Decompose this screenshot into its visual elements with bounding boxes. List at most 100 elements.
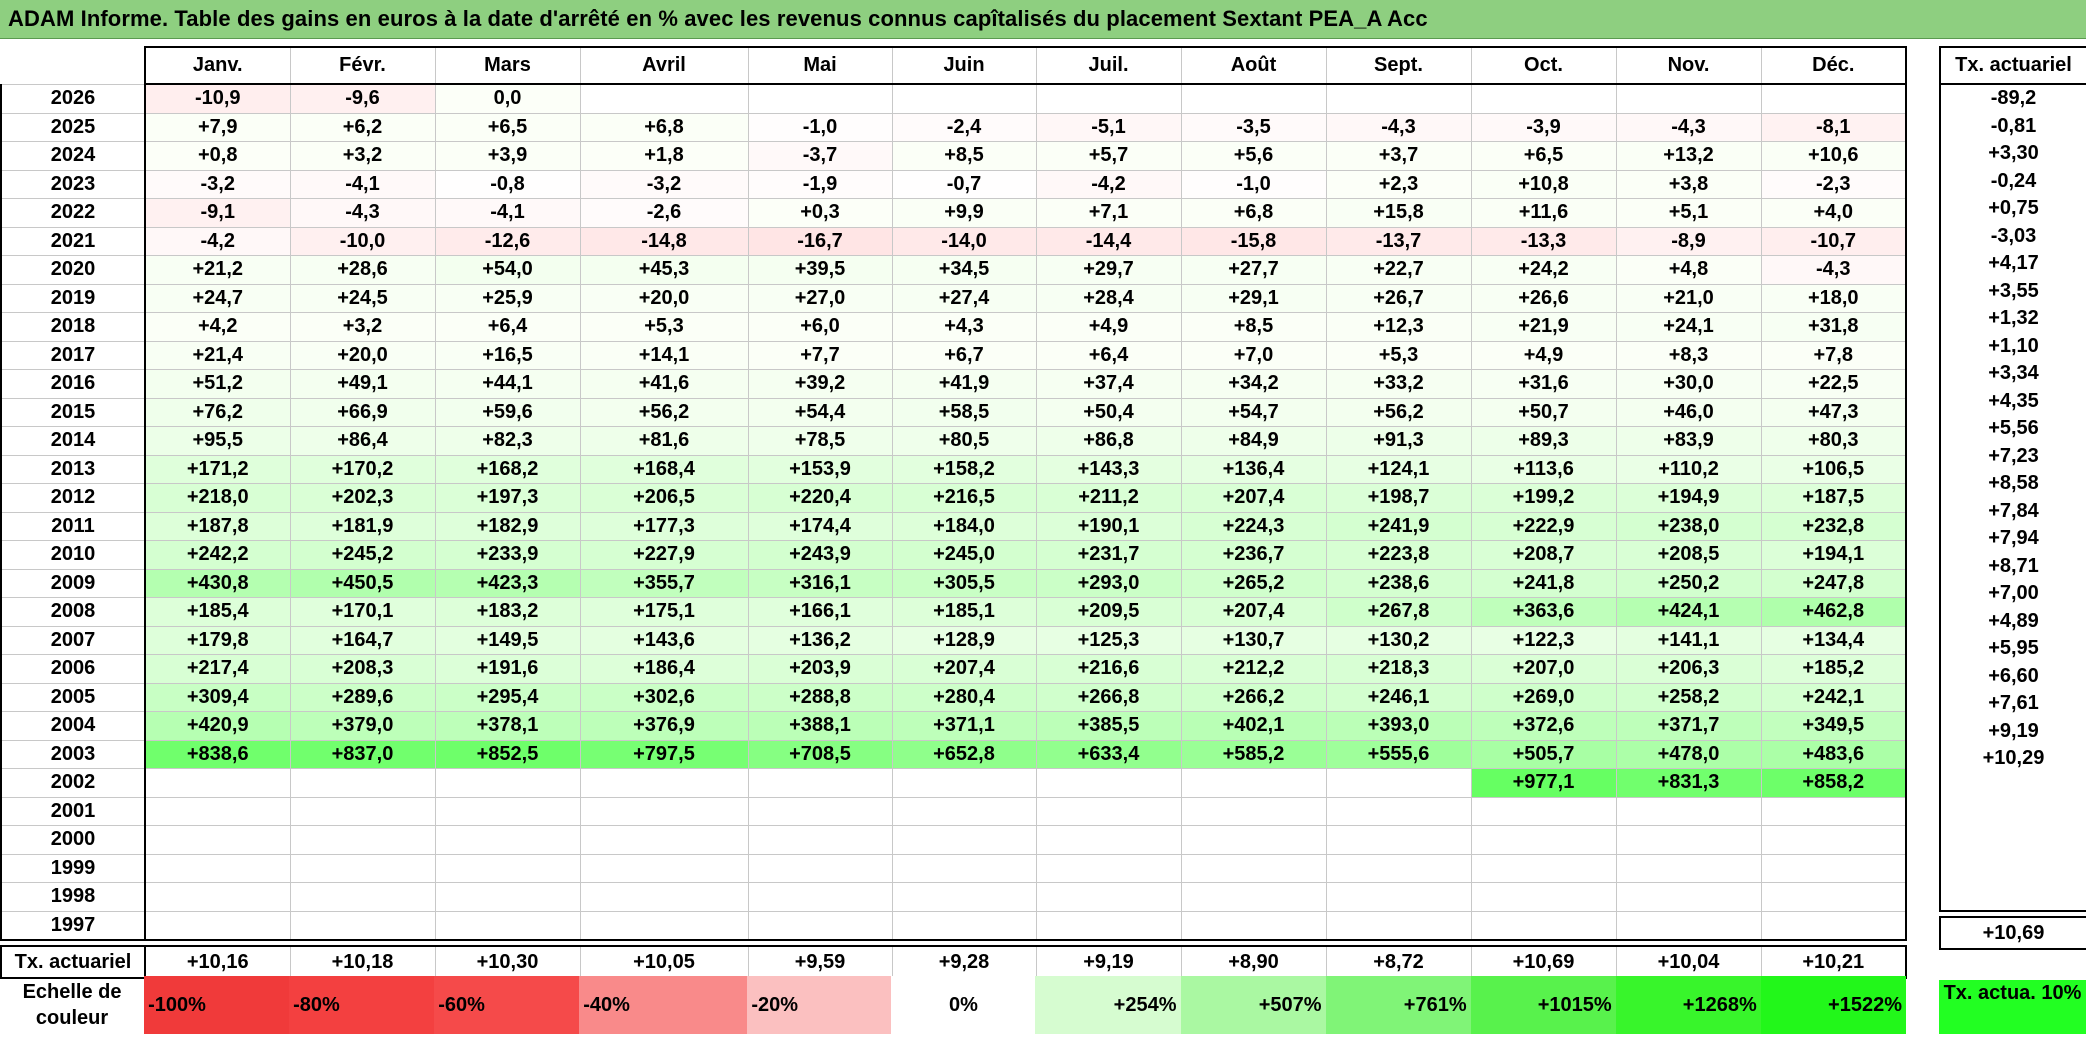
gain-cell[interactable]: +28,6: [289, 255, 436, 285]
gain-cell[interactable]: +483,6: [1760, 739, 1907, 769]
gain-cell[interactable]: +5,3: [1325, 340, 1472, 370]
gain-cell[interactable]: +29,7: [1035, 255, 1182, 285]
gain-cell[interactable]: +379,0: [289, 711, 436, 741]
gain-cell[interactable]: -10,0: [289, 226, 436, 256]
gain-cell[interactable]: +170,1: [289, 597, 436, 627]
gain-cell[interactable]: +26,7: [1325, 283, 1472, 313]
gain-cell[interactable]: +185,4: [144, 597, 291, 627]
gain-cell[interactable]: +174,4: [747, 511, 893, 541]
gain-cell[interactable]: +7,7: [747, 340, 893, 370]
gain-cell[interactable]: +184,0: [891, 511, 1037, 541]
gain-cell[interactable]: +652,8: [891, 739, 1037, 769]
gain-cell[interactable]: +6,0: [747, 312, 893, 342]
gain-cell[interactable]: +385,5: [1035, 711, 1182, 741]
gain-cell[interactable]: +8,3: [1615, 340, 1762, 370]
gain-cell[interactable]: +1,8: [579, 141, 749, 171]
gain-cell[interactable]: +3,9: [434, 141, 581, 171]
gain-cell[interactable]: +34,2: [1180, 369, 1327, 399]
gain-cell[interactable]: +223,8: [1325, 540, 1472, 570]
gain-cell[interactable]: -9,6: [289, 83, 436, 114]
gain-cell[interactable]: +423,3: [434, 568, 581, 598]
gain-cell[interactable]: [1470, 796, 1617, 826]
gain-cell[interactable]: +26,6: [1470, 283, 1617, 313]
gain-cell[interactable]: -13,7: [1325, 226, 1472, 256]
gain-cell[interactable]: [289, 910, 436, 941]
gain-cell[interactable]: +977,1: [1470, 768, 1617, 798]
gain-cell[interactable]: -4,2: [1035, 169, 1182, 199]
gain-cell[interactable]: +191,6: [434, 654, 581, 684]
gain-cell[interactable]: +130,7: [1180, 625, 1327, 655]
gain-cell[interactable]: +206,3: [1615, 654, 1762, 684]
gain-cell[interactable]: [144, 768, 291, 798]
gain-cell[interactable]: +124,1: [1325, 454, 1472, 484]
gain-cell[interactable]: +4,8: [1615, 255, 1762, 285]
gain-cell[interactable]: [1325, 825, 1472, 855]
gain-cell[interactable]: +16,5: [434, 340, 581, 370]
gain-cell[interactable]: +51,2: [144, 369, 291, 399]
gain-cell[interactable]: +136,4: [1180, 454, 1327, 484]
gain-cell[interactable]: [891, 796, 1037, 826]
gain-cell[interactable]: [579, 83, 749, 114]
gain-cell[interactable]: +31,8: [1760, 312, 1907, 342]
gain-cell[interactable]: +267,8: [1325, 597, 1472, 627]
gain-cell[interactable]: +185,2: [1760, 654, 1907, 684]
gain-cell[interactable]: -3,7: [747, 141, 893, 171]
gain-cell[interactable]: +171,2: [144, 454, 291, 484]
gain-cell[interactable]: +39,5: [747, 255, 893, 285]
gain-cell[interactable]: -9,1: [144, 198, 291, 228]
gain-cell[interactable]: +34,5: [891, 255, 1037, 285]
gain-cell[interactable]: +4,9: [1470, 340, 1617, 370]
gain-cell[interactable]: +555,6: [1325, 739, 1472, 769]
gain-cell[interactable]: +293,0: [1035, 568, 1182, 598]
gain-cell[interactable]: +305,5: [891, 568, 1037, 598]
gain-cell[interactable]: [1180, 882, 1327, 912]
gain-cell[interactable]: [1035, 768, 1182, 798]
gain-cell[interactable]: +4,9: [1035, 312, 1182, 342]
gain-cell[interactable]: +54,4: [747, 397, 893, 427]
gain-cell[interactable]: +6,5: [434, 112, 581, 142]
gain-cell[interactable]: +852,5: [434, 739, 581, 769]
gain-cell[interactable]: +164,7: [289, 625, 436, 655]
gain-cell[interactable]: +134,4: [1760, 625, 1907, 655]
gain-cell[interactable]: [1325, 768, 1472, 798]
gain-cell[interactable]: +27,7: [1180, 255, 1327, 285]
gain-cell[interactable]: +218,0: [144, 483, 291, 513]
gain-cell[interactable]: +6,8: [579, 112, 749, 142]
gain-cell[interactable]: +295,4: [434, 682, 581, 712]
gain-cell[interactable]: +505,7: [1470, 739, 1617, 769]
gain-cell[interactable]: +831,3: [1615, 768, 1762, 798]
gain-cell[interactable]: +203,9: [747, 654, 893, 684]
gain-cell[interactable]: +309,4: [144, 682, 291, 712]
gain-cell[interactable]: [747, 83, 893, 114]
gain-cell[interactable]: +44,1: [434, 369, 581, 399]
gain-cell[interactable]: -13,3: [1470, 226, 1617, 256]
gain-cell[interactable]: +80,3: [1760, 426, 1907, 456]
gain-cell[interactable]: -4,2: [144, 226, 291, 256]
gain-cell[interactable]: +289,6: [289, 682, 436, 712]
gain-cell[interactable]: +31,6: [1470, 369, 1617, 399]
gain-cell[interactable]: +54,0: [434, 255, 581, 285]
gain-cell[interactable]: -4,3: [1615, 112, 1762, 142]
gain-cell[interactable]: +27,4: [891, 283, 1037, 313]
gain-cell[interactable]: +241,9: [1325, 511, 1472, 541]
gain-cell[interactable]: [747, 853, 893, 883]
gain-cell[interactable]: +76,2: [144, 397, 291, 427]
gain-cell[interactable]: +3,2: [289, 141, 436, 171]
gain-cell[interactable]: +158,2: [891, 454, 1037, 484]
gain-cell[interactable]: +84,9: [1180, 426, 1327, 456]
gain-cell[interactable]: [1615, 910, 1762, 941]
gain-cell[interactable]: +288,8: [747, 682, 893, 712]
gain-cell[interactable]: +372,6: [1470, 711, 1617, 741]
gain-cell[interactable]: +378,1: [434, 711, 581, 741]
gain-cell[interactable]: +8,5: [891, 141, 1037, 171]
gain-cell[interactable]: -3,2: [579, 169, 749, 199]
gain-cell[interactable]: +238,0: [1615, 511, 1762, 541]
gain-cell[interactable]: +30,0: [1615, 369, 1762, 399]
gain-cell[interactable]: +363,6: [1470, 597, 1617, 627]
gain-cell[interactable]: +217,4: [144, 654, 291, 684]
gain-cell[interactable]: +224,3: [1180, 511, 1327, 541]
gain-cell[interactable]: +216,6: [1035, 654, 1182, 684]
gain-cell[interactable]: +5,6: [1180, 141, 1327, 171]
gain-cell[interactable]: +220,4: [747, 483, 893, 513]
gain-cell[interactable]: +22,5: [1760, 369, 1907, 399]
